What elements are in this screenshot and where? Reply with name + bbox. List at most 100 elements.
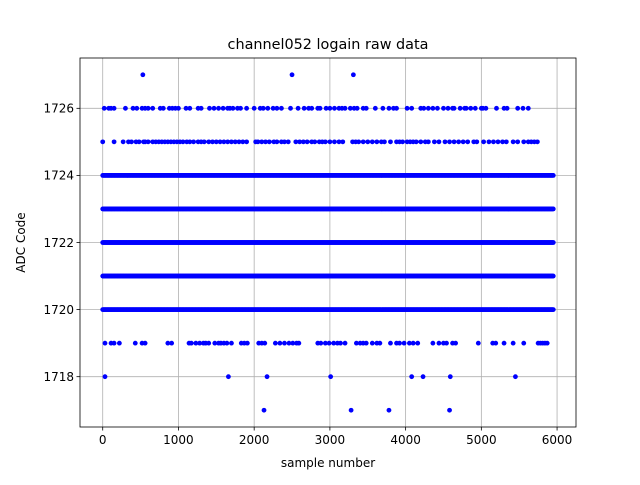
y-tick-label: 1724 bbox=[43, 169, 74, 183]
y-tick-label: 1722 bbox=[43, 236, 74, 250]
data-point bbox=[293, 139, 299, 145]
data-point bbox=[363, 105, 369, 111]
data-point bbox=[289, 72, 295, 78]
data-point bbox=[336, 139, 342, 145]
ticks-layer: 0 1000 2000 3000 4000 5000 6000 1718 1720 1722 172… bbox=[43, 102, 572, 447]
data-point bbox=[431, 139, 437, 145]
data-point bbox=[301, 105, 307, 111]
data-point bbox=[413, 139, 419, 145]
data-point bbox=[236, 139, 242, 145]
x-axis-label: sample number bbox=[281, 456, 375, 470]
data-point bbox=[447, 139, 452, 145]
data-point bbox=[460, 139, 466, 145]
data-point bbox=[380, 105, 386, 111]
data-point bbox=[145, 105, 151, 111]
data-point bbox=[394, 105, 399, 111]
data-point bbox=[251, 105, 257, 111]
data-point bbox=[354, 105, 360, 111]
data-point bbox=[510, 139, 516, 145]
data-point bbox=[229, 139, 234, 145]
data-point bbox=[382, 139, 387, 145]
data-point bbox=[266, 139, 272, 145]
data-point bbox=[327, 139, 333, 145]
data-point bbox=[244, 105, 250, 111]
data-point bbox=[363, 340, 369, 346]
chart-title: channel052 logain raw data bbox=[228, 37, 429, 53]
data-point bbox=[134, 105, 140, 111]
data-point bbox=[472, 105, 478, 111]
data-point bbox=[515, 105, 521, 111]
data-point bbox=[213, 139, 219, 145]
data-point bbox=[544, 340, 550, 346]
data-point bbox=[386, 407, 392, 413]
data-point bbox=[244, 340, 250, 346]
data-point bbox=[342, 105, 348, 111]
data-point bbox=[463, 105, 469, 111]
data-point bbox=[550, 307, 556, 312]
data-point bbox=[240, 139, 246, 145]
data-point bbox=[338, 340, 343, 346]
data-point bbox=[255, 139, 261, 145]
data-point bbox=[521, 139, 527, 145]
data-point bbox=[132, 340, 138, 346]
data-point bbox=[286, 340, 292, 346]
data-point bbox=[297, 139, 302, 145]
data-point bbox=[129, 139, 134, 145]
data-point bbox=[401, 340, 407, 346]
data-point bbox=[332, 139, 337, 145]
data-point bbox=[211, 105, 217, 111]
data-point bbox=[180, 139, 186, 145]
data-point bbox=[111, 139, 117, 145]
data-point bbox=[317, 105, 323, 111]
data-point bbox=[212, 340, 218, 346]
data-point bbox=[494, 105, 499, 111]
data-point bbox=[279, 105, 284, 111]
data-point bbox=[323, 105, 329, 111]
data-point bbox=[285, 139, 291, 145]
data-point bbox=[436, 340, 442, 346]
data-point bbox=[465, 139, 471, 145]
data-point bbox=[430, 105, 436, 111]
data-point bbox=[360, 139, 366, 145]
data-point bbox=[418, 139, 424, 145]
data-point bbox=[331, 340, 337, 346]
data-point bbox=[550, 240, 556, 245]
data-point bbox=[550, 273, 556, 279]
data-point bbox=[322, 340, 328, 346]
data-point bbox=[513, 374, 518, 380]
data-point bbox=[388, 139, 393, 145]
data-point bbox=[495, 139, 501, 145]
data-point bbox=[397, 340, 402, 346]
data-point bbox=[327, 105, 333, 111]
data-point bbox=[160, 105, 166, 111]
data-point bbox=[400, 139, 405, 145]
data-point bbox=[468, 105, 474, 111]
data-point bbox=[500, 139, 505, 145]
data-point bbox=[457, 105, 463, 111]
data-point bbox=[436, 139, 442, 145]
y-tick-label: 1726 bbox=[43, 102, 74, 116]
data-point bbox=[102, 374, 108, 380]
data-point bbox=[410, 340, 416, 346]
data-point bbox=[264, 374, 270, 380]
data-point bbox=[474, 139, 480, 145]
data-point bbox=[304, 139, 310, 145]
data-point bbox=[183, 105, 189, 111]
data-point bbox=[409, 105, 415, 111]
data-point bbox=[510, 340, 516, 346]
x-tick-label: 5000 bbox=[466, 433, 497, 447]
x-tick-label: 6000 bbox=[542, 433, 573, 447]
data-point bbox=[226, 374, 231, 380]
data-point bbox=[150, 105, 156, 111]
data-point bbox=[188, 340, 194, 346]
data-point bbox=[372, 105, 378, 111]
data-point bbox=[445, 105, 451, 111]
data-point bbox=[225, 139, 231, 145]
data-point bbox=[503, 139, 509, 145]
data-point bbox=[521, 340, 527, 346]
y-tick-label: 1720 bbox=[43, 303, 74, 317]
data-point bbox=[493, 340, 499, 346]
data-point bbox=[207, 105, 212, 111]
